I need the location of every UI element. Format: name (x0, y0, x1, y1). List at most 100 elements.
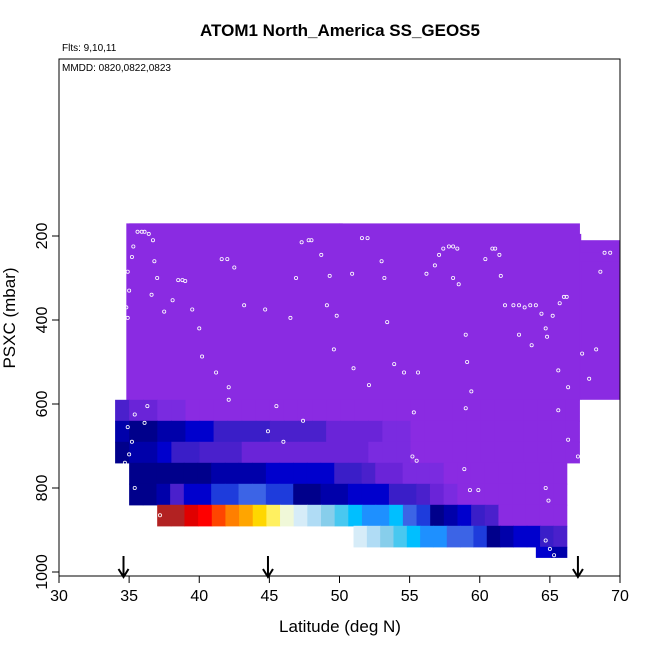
data-point (414, 458, 419, 463)
heatmap-cell (513, 525, 528, 548)
heatmap-cell (184, 504, 199, 527)
heatmap-cell (361, 462, 376, 485)
data-point (598, 269, 603, 274)
profile-region (577, 252, 620, 262)
data-point (441, 246, 446, 251)
heatmap-cell (452, 441, 468, 464)
data-point (124, 305, 129, 310)
heatmap-cell (283, 420, 299, 443)
x-tick-label: 40 (190, 588, 208, 605)
data-point (145, 404, 150, 409)
heatmap-cell (340, 420, 355, 443)
data-point (324, 303, 329, 308)
y-tick-label: 1000 (34, 554, 51, 590)
heatmap-cell (183, 462, 199, 485)
heatmap-cell (410, 441, 426, 464)
heatmap-cell (537, 399, 552, 422)
heatmap-cell (484, 462, 499, 485)
heatmap-cell (157, 420, 172, 443)
heatmap-cell (239, 504, 254, 527)
data-point (497, 252, 502, 257)
data-point (483, 257, 488, 262)
data-point (263, 307, 268, 312)
data-point (498, 273, 503, 278)
heatmap-cell (537, 420, 552, 443)
data-point (469, 389, 474, 394)
data-point (146, 231, 151, 236)
heatmap-cell (512, 462, 527, 485)
data-point (309, 238, 314, 243)
heatmap-cell (129, 420, 144, 443)
heatmap-cell (406, 525, 421, 548)
data-point (556, 408, 561, 413)
heatmap-cell (157, 441, 172, 464)
x-tick-label: 60 (471, 588, 489, 605)
heatmap-cell (470, 483, 486, 506)
heatmap-cell (539, 462, 554, 485)
data-point (288, 315, 293, 320)
data-point (522, 305, 527, 310)
x-axis: 30 35 40 45 50 55 60 65 70 (50, 575, 629, 605)
data-point (545, 334, 550, 339)
heatmap-cell (197, 483, 212, 506)
heatmap-cell (353, 525, 368, 548)
heatmap-cell (115, 441, 130, 464)
heatmap-cell (508, 441, 524, 464)
heatmap-cell (473, 525, 488, 548)
data-point (575, 454, 580, 459)
heatmap-cell (457, 504, 472, 527)
heatmap-cell (129, 399, 144, 422)
data-point (424, 271, 429, 276)
heatmap-cell (252, 504, 267, 527)
heatmap-cell (361, 504, 377, 527)
data-point (281, 439, 286, 444)
data-point (142, 420, 147, 425)
heatmap-cell (512, 483, 527, 506)
heatmap-cell (265, 483, 281, 506)
data-point (149, 292, 154, 297)
heatmap-cell (389, 504, 404, 527)
heatmap-cell (252, 462, 267, 485)
data-point (463, 332, 468, 337)
heatmap-cell (553, 462, 568, 485)
data-point (331, 347, 336, 352)
heatmap-cell (170, 483, 185, 506)
heatmap-cell (252, 483, 267, 506)
heatmap-cell (525, 504, 541, 527)
data-point (446, 244, 451, 249)
heatmap-cell (320, 483, 335, 506)
heatmap-cell (498, 483, 513, 506)
heatmap-cell (433, 525, 448, 548)
heatmap-cell (142, 462, 158, 485)
data-point (162, 309, 167, 314)
heatmap-cell (211, 504, 227, 527)
data-point (129, 254, 134, 259)
heatmap-cell (211, 462, 226, 485)
heatmap-cell (523, 420, 538, 443)
heatmap-cell (443, 483, 458, 506)
heatmap-cell (171, 420, 187, 443)
heatmap-cell (265, 462, 281, 485)
heatmap-cell (416, 462, 431, 485)
heatmap-cell (396, 420, 412, 443)
heatmap-cell (171, 399, 187, 422)
data-point (122, 460, 127, 465)
heatmap-cell (293, 504, 308, 527)
heatmap-cell (416, 483, 431, 506)
data-point (125, 269, 130, 274)
data-point (517, 332, 522, 337)
heatmap-cell (334, 462, 349, 485)
heatmap-cell (553, 483, 568, 506)
data-point (274, 404, 279, 409)
heatmap-cell (354, 420, 369, 443)
heatmap-cell (227, 420, 243, 443)
data-point (365, 236, 370, 241)
data-point (451, 275, 456, 280)
heatmap-cell (320, 462, 335, 485)
heatmap-cell (457, 483, 472, 506)
heatmap-cell (293, 462, 308, 485)
heatmap-cell (297, 420, 313, 443)
heatmap-cell (368, 420, 383, 443)
heatmap-cell (197, 462, 212, 485)
